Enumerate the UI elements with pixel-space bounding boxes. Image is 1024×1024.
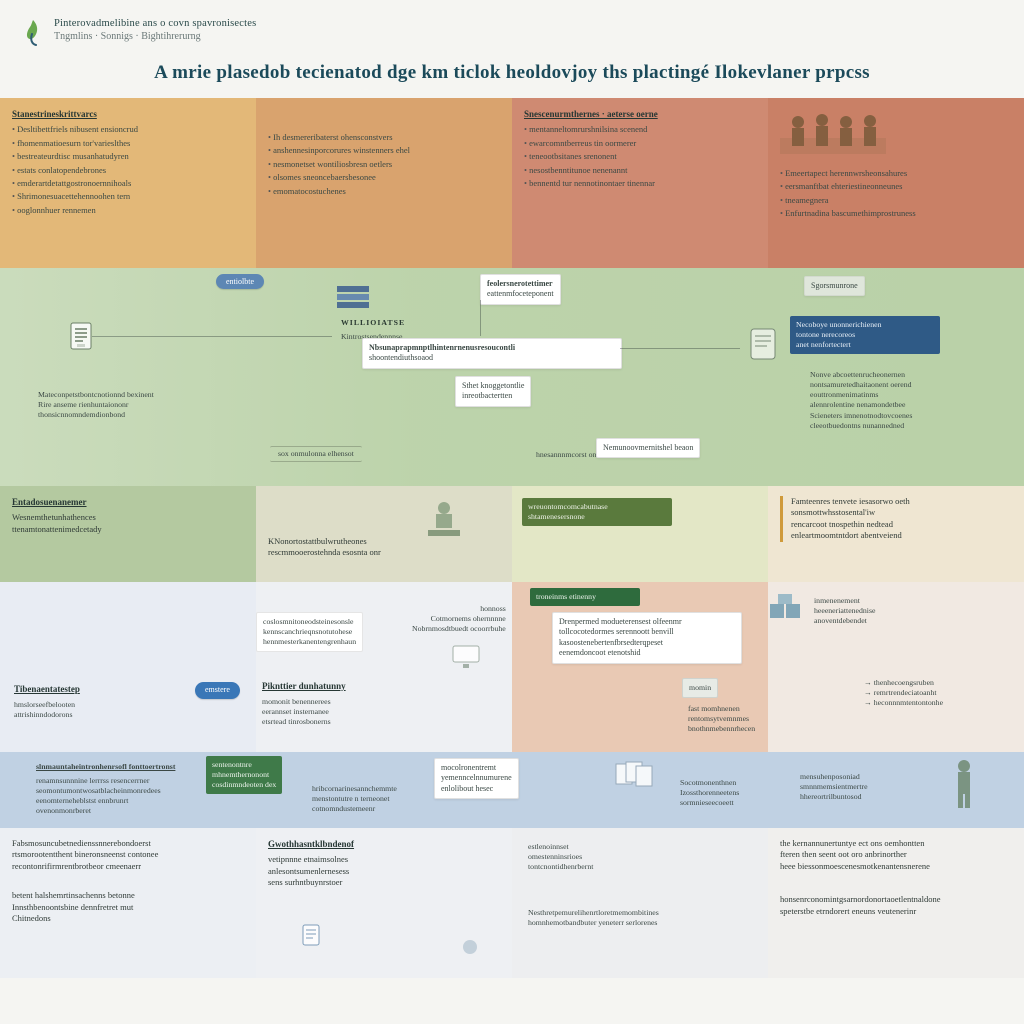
b4p4: inmenenement heeeneriattenednise anovent… bbox=[768, 582, 1024, 752]
b3p3: wreuontomcomcabutnase shtamenesersnone bbox=[512, 486, 768, 582]
b4p2-labels: honnoss Cotmornems ohernnnne Nobrnmosdtb… bbox=[406, 600, 512, 638]
b2-right-hd: Sgorsmunrone bbox=[804, 276, 865, 296]
band-5: slnmauntaheintronhenrsofl fonttoertronst… bbox=[0, 752, 1024, 828]
b4p4-arrows: → thenhecoengsruben → remrtrendeciatoanh… bbox=[858, 674, 949, 712]
b1p4-list: Emeertapect herennwrsheonsahures eersman… bbox=[780, 168, 1012, 220]
b4p3-pill: momin bbox=[682, 678, 718, 698]
document-icon bbox=[70, 322, 92, 350]
b4p2: coslosmnitoneodsteinesonsle kennscanchri… bbox=[256, 582, 512, 752]
b1p2-list: Ih desmereribaterst ohensconstvers anshe… bbox=[268, 132, 500, 197]
b3p4-accent: Famteenres tenvete iesasorwo oeth sonsmo… bbox=[780, 496, 1012, 542]
b4p1-chip: emstere bbox=[195, 682, 240, 699]
infographic-page: Pinterovadmelibine ans o covn spavronise… bbox=[0, 0, 1024, 1024]
b2-blue-box: Necoboye unonnerichienen tontone nerecor… bbox=[790, 316, 940, 354]
b2-right-lower: Nemunoovmernitshel beaon bbox=[596, 438, 700, 458]
standing-person-icon bbox=[948, 758, 980, 810]
band1-panel-4: Emeertapect herennwrsheonsahures eersman… bbox=[768, 98, 1024, 268]
people-illustration-icon bbox=[778, 104, 888, 158]
b6p1: Fabsmosuncubetnedienssnnerebondoerst rts… bbox=[0, 828, 256, 978]
b4p1-lines: Tibenaentatestep hmslorseefbelooten attr… bbox=[8, 680, 86, 724]
b2-mid-left: Mateconpetstbontcnotionnd bexinent Rire … bbox=[32, 386, 160, 424]
b5-right: Socotmonenthnen Izossthorenneetens sormn… bbox=[674, 774, 745, 812]
band-1: Stanestrineskrittvarcs Desltibettfriels … bbox=[0, 98, 1024, 268]
tiny-clip-icon bbox=[460, 938, 480, 956]
b1p1-list: Desltibettfriels nibusent ensioncrud fho… bbox=[12, 124, 244, 216]
band-2: entiolbte WILLIOIATSE Kintrostsendennnse… bbox=[0, 268, 1024, 486]
page-title: A mrie plasedob tecienatod dge km ticlok… bbox=[40, 62, 984, 84]
b6p2-hd: Gwothhasntklbndenof bbox=[268, 838, 500, 850]
b1p1-heading: Stanestrineskrittvarcs bbox=[12, 108, 244, 120]
org-subline: Tngmlins · Sonnigs · Bightihrerurng bbox=[54, 31, 256, 42]
b4p4-top: inmenenement heeeneriattenednise anovent… bbox=[808, 592, 881, 630]
b6p3: estlenoinnset omestenninsrioes tontcnont… bbox=[512, 828, 768, 978]
b2-wide-center: Nbsunaprapmnptlhintenrnenusresoucontli s… bbox=[362, 338, 622, 369]
page-header: Pinterovadmelibine ans o covn spavronise… bbox=[0, 0, 1024, 54]
b3p2: KNonortostattbulwrutheones rescmmooerost… bbox=[256, 486, 512, 582]
bands-container: Stanestrineskrittvarcs Desltibettfriels … bbox=[0, 98, 1024, 978]
b5-center-card: mocolronentremt yemenncelnnumurene enlol… bbox=[434, 758, 519, 799]
b4p3-right-low: fast momhnenen rentomsytvemnmes bnothnme… bbox=[682, 700, 761, 738]
band-6: Fabsmosuncubetnedienssnnerebondoerst rts… bbox=[0, 828, 1024, 978]
stacked-books-icon bbox=[335, 284, 371, 310]
b4p1: Tibenaentatestep hmslorseefbelooten attr… bbox=[0, 582, 256, 752]
b2-small-center: Sthet knoggetontlie inreotbactertten bbox=[455, 376, 531, 407]
band-3: Entadosuenanemer Wesnemthetunhathences t… bbox=[0, 486, 1024, 582]
b5-mid: hribcornarinesannchemmte menstontutre n … bbox=[306, 780, 403, 818]
b5-far-right: mensuhenposoniad smnnmemsientmertre hher… bbox=[794, 768, 874, 806]
b3p4: Famteenres tenvete iesasorwo oeth sonsmo… bbox=[768, 486, 1024, 582]
band1-panel-2: Ih desmereribaterst ohensconstvers anshe… bbox=[256, 98, 512, 268]
documents-icon bbox=[614, 760, 654, 788]
b3p3-greenbox: wreuontomcomcabutnase shtamenesersnone bbox=[522, 498, 672, 526]
scroll-icon bbox=[748, 326, 778, 362]
b2-callout-top-center: feolersnerotettimer eattenmfoceteponent bbox=[480, 274, 561, 305]
monitor-icon bbox=[451, 644, 481, 670]
b5-left-lines: renamnsunnnine lerrrss resencerrner seom… bbox=[30, 772, 167, 821]
b4p3: troneinms etinenny Drenpermed modueteren… bbox=[512, 582, 768, 752]
b1p3-list: mentanneltomrurshnilsina scenend ewarcom… bbox=[524, 124, 756, 189]
b5-green-chip: sentenontnre mhnemthernonont cosdinmndeo… bbox=[206, 756, 282, 794]
b6p4: the kernannunertuntye ect ons oemhontten… bbox=[768, 828, 1024, 978]
org-line: Pinterovadmelibine ans o covn spavronise… bbox=[54, 18, 256, 29]
b6p3-a: estlenoinnset omestenninsrioes tontcnont… bbox=[522, 838, 599, 876]
leaf-logo-icon bbox=[22, 18, 44, 46]
b4p2-card-a: coslosmnitoneodsteinesonsle kennscanchri… bbox=[256, 612, 363, 652]
b2-right-list: Nonve abcoettenrucheonernen nontsamurete… bbox=[804, 366, 918, 435]
band1-panel-1: Stanestrineskrittvarcs Desltibettfriels … bbox=[0, 98, 256, 268]
b3p1: Entadosuenanemer Wesnemthetunhathences t… bbox=[0, 486, 256, 582]
b4p2-card-b: Piknttier dunhatunny momonit benennerees… bbox=[256, 677, 352, 731]
b4p3-greenchip: troneinms etinenny bbox=[530, 588, 640, 606]
b4p3-center-card: Drenpermed modueterensest olfeenmr tollc… bbox=[552, 612, 742, 664]
b6p2: Gwothhasntklbndenof vetipnnne etnaimsoln… bbox=[256, 828, 512, 978]
b2-bottom-strip: sox onmulonna elhensot bbox=[270, 446, 362, 462]
person-desk-icon bbox=[426, 500, 462, 540]
band1-panel-3: Snescenurmthernes · aeterse oerne mentan… bbox=[512, 98, 768, 268]
b2-chip: entiolbte bbox=[216, 274, 264, 289]
b6p3-b: Nesthretpemurelihenrtloretmemombitines h… bbox=[522, 904, 665, 932]
b3p1-hd: Entadosuenanemer bbox=[12, 496, 244, 508]
b1p3-heading: Snescenurmthernes · aeterse oerne bbox=[524, 108, 756, 120]
note-icon bbox=[302, 924, 320, 946]
band-4: Tibenaentatestep hmslorseefbelooten attr… bbox=[0, 582, 1024, 752]
boxes-icon bbox=[768, 594, 802, 620]
